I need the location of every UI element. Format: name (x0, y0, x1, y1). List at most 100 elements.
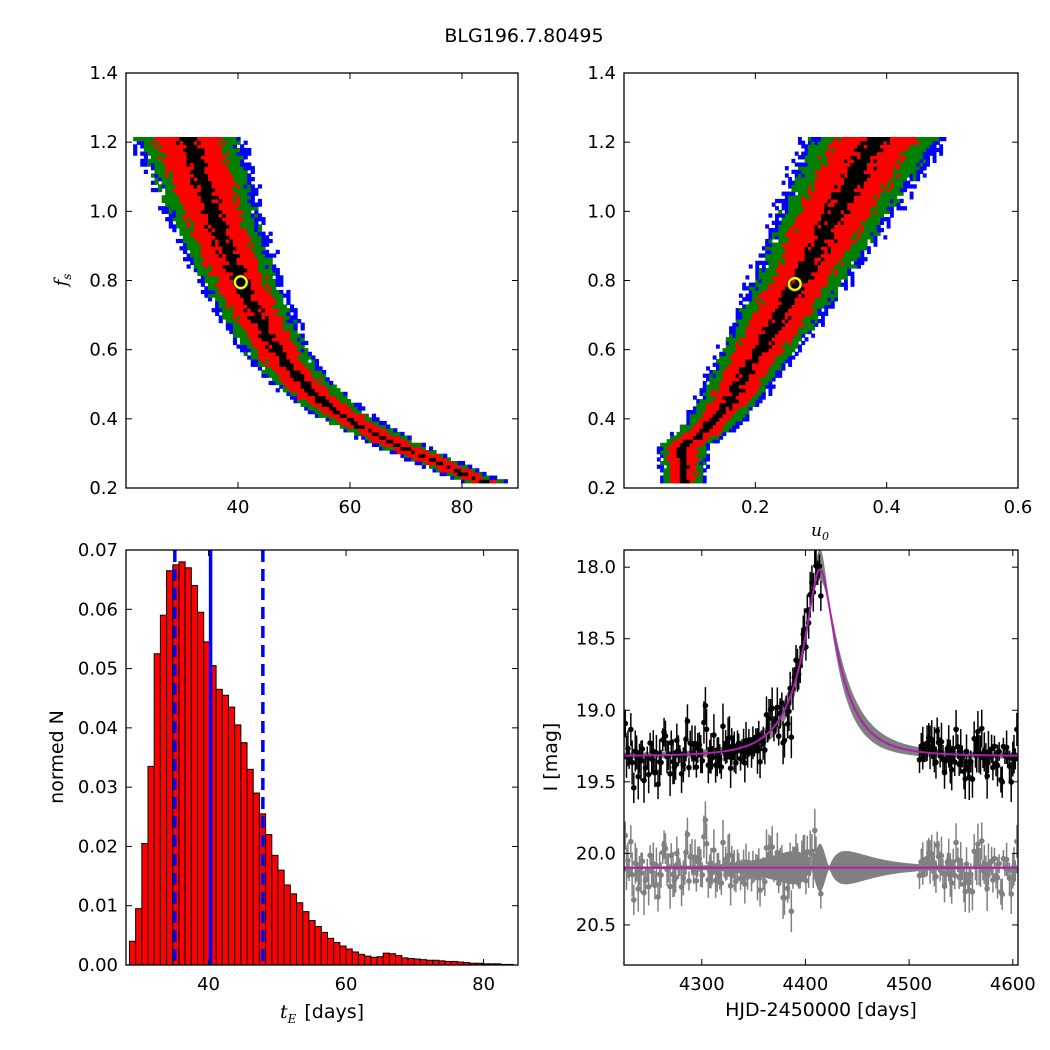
p2-heat-cell (903, 140, 907, 145)
p1-heat-cell (293, 373, 298, 378)
p1-heat-cell (204, 278, 209, 284)
p2-heat-cell (830, 173, 835, 178)
p1-heat-cell (275, 318, 280, 324)
p2-heat-cell (827, 246, 832, 251)
p1-heat-cell (279, 340, 284, 346)
p2-heat-cell (840, 235, 845, 240)
p1-heat-cell (179, 147, 184, 153)
p1-heat-cell (257, 308, 263, 313)
histogram-bar (413, 958, 421, 966)
p1-heat-cell (207, 158, 213, 164)
p1-heat-cell (264, 264, 270, 269)
p1-best-fit-outline (232, 274, 249, 291)
p1-heat-cell (240, 224, 245, 229)
p1-heat-cell (282, 380, 287, 386)
p1-heat-cell (211, 220, 216, 225)
p2-heat-cell (814, 158, 819, 164)
p2-heat-cell (755, 337, 760, 342)
p2-heat-cell (729, 417, 733, 422)
p2-heat-cell (699, 399, 704, 404)
p2-heat-cell (850, 144, 855, 149)
p2-heat-cell (880, 177, 884, 182)
p1-heat-cell (257, 246, 263, 251)
p2-heat-cell (732, 424, 737, 429)
p1-heat-cell (250, 351, 255, 357)
p2-heat-cell (866, 147, 871, 153)
p2-heat-cell (758, 286, 763, 291)
p1-heat-cell (240, 264, 245, 269)
p1-heat-cell (361, 428, 366, 433)
p1-heat-cell (436, 460, 441, 466)
p2-heat-cell (804, 191, 809, 196)
p2-heat-cell (699, 450, 704, 455)
p2-heat-cell (722, 348, 727, 353)
p2-heat-cell (729, 337, 733, 342)
p2-heat-cell (922, 151, 927, 156)
p2-heat-cell (742, 373, 747, 378)
p2-heat-cell (729, 340, 733, 346)
p2-heat-cell (814, 293, 819, 298)
p2-heat-cell (761, 246, 766, 251)
p2-heat-cell (784, 260, 789, 265)
p1-heat-cell (165, 166, 170, 171)
p2-heat-cell (673, 468, 678, 473)
p1-heat-cell (307, 395, 312, 400)
p1-heat-cell (161, 180, 166, 185)
p1-heat-cell (418, 457, 423, 462)
p2-heat-cell (840, 202, 845, 207)
p2-heat-cell (804, 278, 809, 284)
p2-heat-cell (742, 333, 747, 338)
p2-heat-cell (771, 227, 776, 233)
p1-heat-cell (286, 315, 291, 320)
p2-heat-cell (748, 388, 753, 393)
p2-heat-cell (729, 329, 733, 335)
p2-heat-cell (715, 439, 720, 444)
p2-heat-cell (804, 224, 809, 229)
p2-heat-cell (837, 158, 842, 164)
p2-heat-cell (876, 217, 881, 222)
p2-heat-cell (814, 173, 819, 178)
p2-heat-cell (837, 180, 842, 185)
p2-heat-cell (834, 275, 839, 280)
p1-heat-cell (179, 158, 184, 164)
p1-heat-cell (207, 238, 213, 244)
panel-fs-vs-tE: 40 60 800.20.40.60.81.01.21.4 fs (51, 63, 519, 518)
p2-heat-cell (821, 257, 825, 262)
p2-heat-cell (853, 195, 858, 200)
p1-heat-cell (389, 428, 394, 433)
p1-heat-cell (172, 213, 177, 218)
p1-heat-cell (282, 337, 287, 342)
p2-heat-cell (857, 209, 861, 215)
p2-heat-cell (755, 384, 760, 389)
p2-heat-cell (837, 242, 842, 247)
p2-heat-cell (778, 227, 783, 233)
p2-heat-cell (788, 260, 793, 265)
p1-heat-cell (211, 308, 216, 313)
p1-heat-cell (293, 340, 298, 346)
p2-heat-cell (814, 271, 819, 276)
p1-heat-cell (225, 268, 230, 273)
p2-heat-cell (725, 366, 730, 371)
p2-heat-cell (853, 257, 858, 262)
p1-heat-cell (275, 304, 280, 309)
fs-tE-axes-frame (125, 72, 519, 489)
p1-heat-cell (179, 206, 184, 211)
p2-heat-cell (735, 388, 740, 393)
p1-heat-cell (364, 439, 369, 444)
p2-heat-cell (732, 351, 737, 357)
p2-heat-cell (932, 144, 937, 149)
p1-heat-cell (218, 202, 223, 207)
p2-heat-cell (738, 377, 743, 382)
p2-heat-cell (699, 388, 704, 393)
p2-heat-cell (883, 177, 888, 182)
p2-heat-cell (748, 322, 753, 327)
p2-heat-cell (886, 206, 891, 211)
p2-heat-cell (781, 286, 786, 291)
p2-heat-cell (817, 311, 822, 316)
p1-heat-cell (215, 231, 220, 236)
p1-heat-cell (297, 333, 302, 338)
p2-heat-cell (837, 147, 842, 153)
p1-heat-cell (339, 395, 344, 400)
p1-heat-cell (204, 173, 209, 178)
p1-heat-cell (247, 264, 252, 269)
